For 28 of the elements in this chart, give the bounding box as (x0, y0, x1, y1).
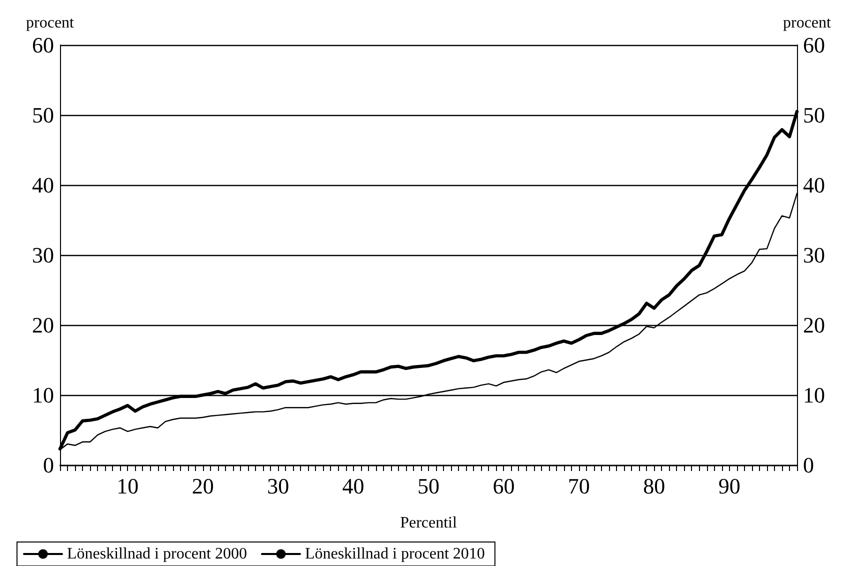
y2-tick-label: 10 (803, 382, 825, 408)
y2-tick-label: 0 (803, 452, 814, 478)
y-axis-title: procent (26, 14, 75, 32)
x-tick-label: 30 (267, 474, 290, 498)
x-tick-label: 90 (718, 474, 740, 498)
x-tick-label: 20 (192, 474, 214, 498)
y2-tick-label: 60 (803, 32, 825, 58)
y-tick-label: 0 (43, 452, 54, 478)
x-axis-title: Percentil (400, 514, 458, 532)
y-tick-label: 40 (32, 172, 54, 198)
legend-label: Löneskillnad i procent 2010 (304, 546, 485, 562)
x-tick-label: 80 (643, 474, 666, 498)
y-tick-label: 50 (32, 102, 54, 128)
y-tick-label: 10 (32, 382, 54, 408)
y2-tick-label: 40 (803, 172, 825, 198)
y-tick-label: 20 (32, 312, 54, 338)
x-tick-label: 60 (492, 474, 515, 498)
x-tick-label: 40 (342, 474, 364, 498)
y2-axis-title: procent (783, 14, 832, 32)
y-tick-label: 30 (32, 242, 54, 268)
y2-tick-label: 20 (803, 312, 825, 338)
x-tick-label: 50 (418, 474, 440, 498)
y2-tick-label: 50 (803, 102, 825, 128)
x-tick-label: 10 (116, 474, 139, 498)
y-tick-label: 60 (32, 32, 54, 58)
legend-label: Löneskillnad i procent 2000 (67, 546, 247, 562)
x-tick-label: 70 (568, 474, 590, 498)
y2-tick-label: 30 (803, 242, 825, 268)
